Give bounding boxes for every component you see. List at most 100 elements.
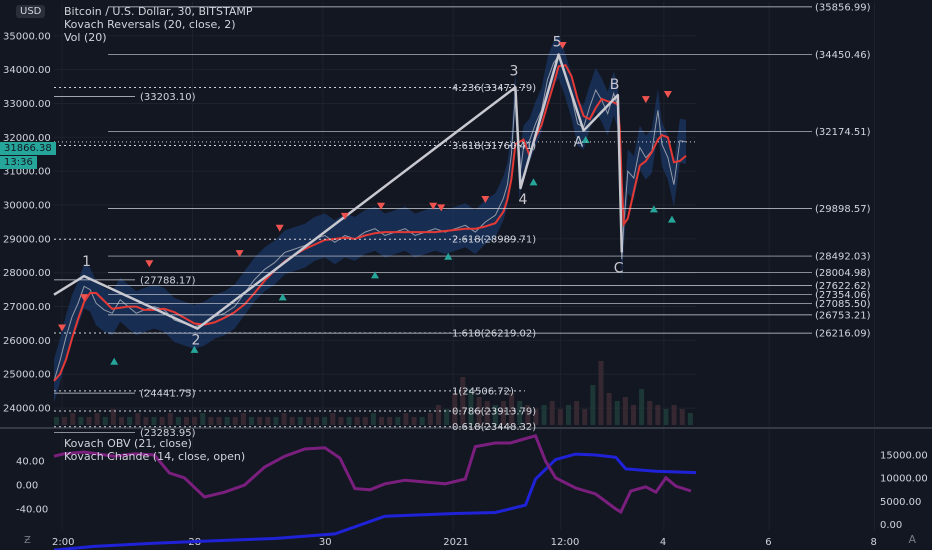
volume-bar — [549, 401, 555, 425]
volume-bar — [362, 417, 368, 425]
volume-bar — [582, 409, 588, 425]
volume-bar — [671, 405, 677, 425]
reversal-down-marker — [80, 294, 89, 302]
volume-bar — [411, 417, 417, 425]
level-label-right: (28004.98) — [815, 268, 871, 279]
volume-bar — [541, 405, 547, 425]
volume-bar — [322, 417, 328, 425]
volume-bar — [216, 417, 222, 425]
indicator-kovach-obv[interactable]: Kovach OBV (21, close) — [64, 437, 192, 450]
volume-bar — [500, 401, 506, 425]
volume-bar — [679, 409, 685, 425]
level-label-right: (27622.62) — [815, 281, 871, 292]
volume-bar — [395, 417, 401, 425]
volume-bar — [460, 377, 466, 425]
volume-bar — [419, 417, 425, 425]
volume-bar — [208, 417, 214, 425]
volume-bar — [78, 417, 84, 425]
reversal-down-marker — [558, 41, 567, 49]
osc-axis-tick: 40.00 — [16, 457, 45, 468]
volume-bar — [297, 417, 303, 425]
currency-badge[interactable]: USD — [16, 5, 46, 18]
level-label-right: (26753.21) — [815, 310, 871, 321]
volume-bar — [54, 417, 59, 425]
volume-bar — [468, 389, 474, 425]
level-label-right: (29898.57) — [815, 204, 871, 215]
indicator-volume[interactable]: Vol (20) — [64, 31, 107, 44]
price-axis-tick: 24000.00 — [3, 404, 51, 415]
reversal-up-marker — [444, 252, 453, 260]
volume-bar — [330, 413, 336, 425]
reversal-down-marker — [145, 260, 154, 268]
volume-bar — [354, 417, 360, 425]
reversal-up-marker — [581, 136, 590, 144]
time-axis-tick: 6 — [765, 537, 771, 548]
volume-bar — [119, 417, 125, 425]
volume-bar — [289, 417, 295, 425]
fib-level-label: 3.618(31760.41) — [452, 141, 536, 152]
volume-bar — [143, 417, 149, 425]
price-axis-tick: 28000.00 — [3, 268, 51, 279]
timezone-icon[interactable]: Ƶ — [24, 535, 31, 546]
wave-label: A — [574, 135, 584, 151]
volume-bar — [517, 401, 523, 425]
symbol-title[interactable]: Bitcoin / U.S. Dollar, 30, BITSTAMP — [64, 5, 253, 18]
obv-axis-tick: 15000.00 — [880, 451, 928, 462]
volume-bar — [647, 401, 653, 425]
obv-axis-tick: 10000.00 — [880, 474, 928, 485]
fib-level-label: 4.236(33472.79) — [452, 83, 536, 94]
volume-bar — [200, 413, 206, 425]
fib-level-label: 1(24506.72) — [452, 386, 514, 397]
wave-label: 3 — [509, 63, 518, 79]
reversal-down-marker — [437, 204, 446, 212]
volume-bar — [614, 401, 620, 425]
time-axis-tick: 4 — [660, 537, 666, 548]
price-axis-tick: 29000.00 — [3, 234, 51, 245]
reversal-down-marker — [340, 212, 349, 220]
time-axis-tick: 2021 — [443, 537, 468, 548]
level-label-left: (24441.75) — [140, 389, 196, 400]
obv-axis-tick: 5000.00 — [880, 497, 921, 508]
price-axis-tick: 30000.00 — [3, 201, 51, 212]
reversal-up-marker — [649, 205, 658, 213]
volume-bar — [444, 409, 450, 425]
volatility-band — [54, 34, 686, 403]
obv-axis-tick: 0.00 — [880, 520, 902, 531]
volume-bar — [110, 409, 116, 425]
level-label-right: (34450.46) — [815, 50, 871, 61]
level-label-left: (33203.10) — [140, 92, 196, 103]
reversal-down-marker — [641, 96, 650, 104]
level-label-right: (27354.06) — [815, 290, 871, 301]
volume-bar — [427, 413, 433, 425]
volume-bar — [484, 401, 490, 425]
volume-bar — [257, 417, 263, 425]
indicator-kovach-reversals[interactable]: Kovach Reversals (20, close, 2) — [64, 18, 236, 31]
volume-bar — [687, 413, 693, 425]
volume-bar — [370, 413, 376, 425]
volume-bar — [403, 413, 409, 425]
reversal-up-marker — [529, 178, 538, 186]
volume-bar — [387, 417, 393, 425]
reversal-up-marker — [190, 345, 199, 353]
price-axis-tick: 35000.00 — [3, 31, 51, 42]
volume-bar — [525, 405, 531, 425]
reversal-down-marker — [663, 91, 672, 99]
time-axis-tick: 2:00 — [52, 537, 74, 548]
volume-bar — [346, 417, 352, 425]
reversal-down-marker — [58, 324, 67, 332]
volume-bar — [509, 393, 515, 425]
volume-bar — [598, 361, 604, 425]
sub-legend: Kovach OBV (21, close) Kovach Chande (14… — [64, 437, 245, 463]
osc-axis-tick: -40.00 — [16, 505, 48, 516]
level-label-right: (32174.51) — [815, 127, 871, 138]
auto-scale-icon[interactable]: A — [908, 533, 916, 546]
volume-bar — [557, 409, 563, 425]
volume-bar — [452, 393, 458, 425]
volume-bar — [127, 417, 133, 425]
reversal-down-marker — [275, 224, 284, 232]
indicator-kovach-chande[interactable]: Kovach Chande (14, close, open) — [64, 450, 246, 463]
volume-bar — [533, 409, 539, 425]
volume-bar — [86, 417, 92, 425]
level-label-right: (28492.03) — [815, 252, 871, 263]
